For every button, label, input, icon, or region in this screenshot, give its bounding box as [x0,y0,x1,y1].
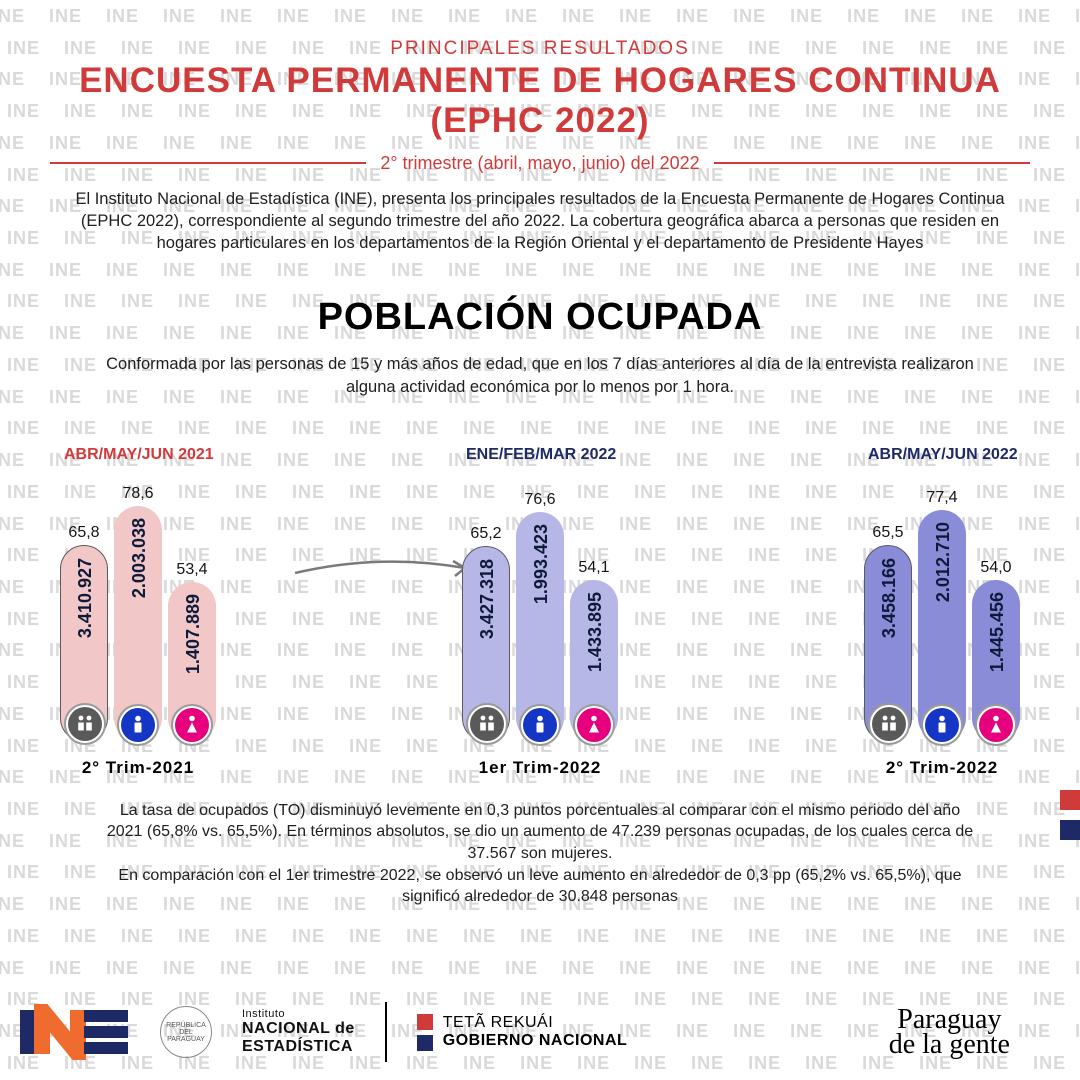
bar-male: 76,6 1.993.423 [516,491,564,742]
national-seal-icon: REPÚBLICADELPARAGUAY [160,1006,212,1058]
government-text: TETÃ REKUÁI GOBIERNO NACIONAL [443,1014,628,1050]
bar-female: 53,4 1.407.889 [168,561,216,742]
bar-pct-label: 65,5 [872,524,903,542]
bar-rect: 2.003.038 [114,506,162,742]
bar-pct-label: 54,1 [578,559,609,577]
group-label-bottom: 1er Trim-2022 [479,758,602,778]
bar-group: 65,8 3.410.927 78,6 2.003.038 53,4 1.407.889 [60,472,216,742]
male-icon [519,704,561,746]
inst-line3: ESTADÍSTICA [242,1038,355,1056]
bar-rect: 1.993.423 [516,512,564,742]
inst-line1: Instituto [242,1008,355,1020]
subtitle-rule: 2° trimestre (abril, mayo, junio) del 20… [50,153,1030,174]
slogan: Paraguay de la gente [889,1007,1010,1057]
inst-line2: NACIONAL de [242,1020,355,1038]
flag-sq-red [417,1014,433,1030]
legend-sq-blue [1060,820,1080,840]
bar-pct-label: 54,0 [980,559,1011,577]
bar-group: 65,5 3.458.166 77,4 2.012.710 54,0 1.445.456 [864,472,1020,742]
bar-female: 54,0 1.445.456 [972,559,1020,742]
bar-total: 65,8 3.410.927 [60,524,108,742]
bar-count-label: 2.003.038 [129,518,150,598]
chart-group: ABR/MAY/JUN 2022 65,5 3.458.166 77,4 2.012.7… [864,446,1020,778]
bar-pct-label: 53,4 [176,561,207,579]
bar-rect: 3.427.318 [462,546,510,742]
female-icon [573,704,615,746]
gov-line1: TETÃ REKUÁI [443,1014,628,1032]
title-line2: (EPHC 2022) [50,101,1030,141]
legend-sq-red [1060,790,1080,810]
government-block: TETÃ REKUÁI GOBIERNO NACIONAL [417,1014,628,1051]
bar-count-label: 3.427.318 [477,559,498,639]
flag-sq-blue [417,1035,433,1051]
footer-divider [385,1002,387,1062]
group-label-bottom: 2° Trim-2022 [886,758,998,778]
main-content: PRINCIPALES RESULTADOS ENCUESTA PERMANEN… [0,0,1080,928]
total-icon [466,703,508,745]
watermark-row: INE INE INE INE INE INE INE INE INE INE … [0,958,1080,979]
male-icon [117,704,159,746]
group-label-bottom: 2° Trim-2021 [82,758,194,778]
rule-left [50,162,366,164]
ine-logo-mark [20,1004,130,1060]
bar-total: 65,2 3.427.318 [462,525,510,742]
conclusion-text: La tasa de ocupados (TO) disminuyó levem… [50,800,1030,908]
bar-rect: 1.433.895 [570,580,618,742]
bar-count-label: 3.410.927 [75,558,96,638]
bar-rect: 1.445.456 [972,580,1020,742]
bar-rect: 2.012.710 [918,510,966,742]
title-line1: ENCUESTA PERMANENTE DE HOGARES CONTINUA [50,62,1030,101]
intro-text: El Instituto Nacional de Estadística (IN… [50,188,1030,255]
footer: REPÚBLICADELPARAGUAY Instituto NACIONAL … [0,1002,1080,1062]
pretitle: PRINCIPALES RESULTADOS [50,38,1030,60]
bar-count-label: 2.012.710 [933,522,954,602]
slogan-line2: de la gente [889,1032,1010,1057]
bar-female: 54,1 1.433.895 [570,559,618,742]
bar-pct-label: 77,4 [926,489,957,507]
bar-count-label: 1.993.423 [531,524,552,604]
section-desc: Conformada por las personas de 15 y más … [50,353,1030,398]
group-label-top: ENE/FEB/MAR 2022 [462,446,616,464]
bar-pct-label: 76,6 [524,491,555,509]
gov-line2: GOBIERNO NACIONAL [443,1032,628,1050]
male-icon [921,704,963,746]
bar-total: 65,5 3.458.166 [864,524,912,742]
female-icon [975,704,1017,746]
group-label-top: ABR/MAY/JUN 2021 [60,446,214,464]
chart-group: ABR/MAY/JUN 2021 65,8 3.410.927 78,6 2.003.0… [60,446,216,778]
female-icon [171,704,213,746]
watermark-row: INE INE INE INE INE INE INE INE INE INE … [0,926,1080,947]
section-title: POBLACIÓN OCUPADA [50,296,1030,339]
bar-male: 77,4 2.012.710 [918,489,966,742]
ine-logo [20,1004,130,1060]
bar-count-label: 1.407.889 [183,594,204,674]
rule-right [714,162,1030,164]
bar-rect: 3.410.927 [60,545,108,742]
subtitle-period: 2° trimestre (abril, mayo, junio) del 20… [380,153,699,174]
institution-text: Instituto NACIONAL de ESTADÍSTICA [242,1008,355,1056]
bar-count-label: 3.458.166 [879,558,900,638]
total-icon [868,703,910,745]
bar-rect: 3.458.166 [864,545,912,742]
bar-pct-label: 65,2 [470,525,501,543]
bar-group: 65,2 3.427.318 76,6 1.993.423 54,1 1.433.895 [462,472,618,742]
flag-squares [417,1014,433,1051]
bar-count-label: 1.433.895 [585,592,606,672]
total-icon [64,703,106,745]
bar-chart-area: ABR/MAY/JUN 2021 65,8 3.410.927 78,6 2.003.0… [50,428,1030,778]
bar-male: 78,6 2.003.038 [114,485,162,742]
bar-pct-label: 78,6 [122,485,153,503]
side-legend-squares [1060,790,1080,840]
arrow-icon [290,548,480,598]
bar-count-label: 1.445.456 [987,592,1008,672]
group-label-top: ABR/MAY/JUN 2022 [864,446,1018,464]
chart-group: ENE/FEB/MAR 2022 65,2 3.427.318 76,6 1.993.4… [462,446,618,778]
bar-pct-label: 65,8 [68,524,99,542]
bar-rect: 1.407.889 [168,582,216,742]
